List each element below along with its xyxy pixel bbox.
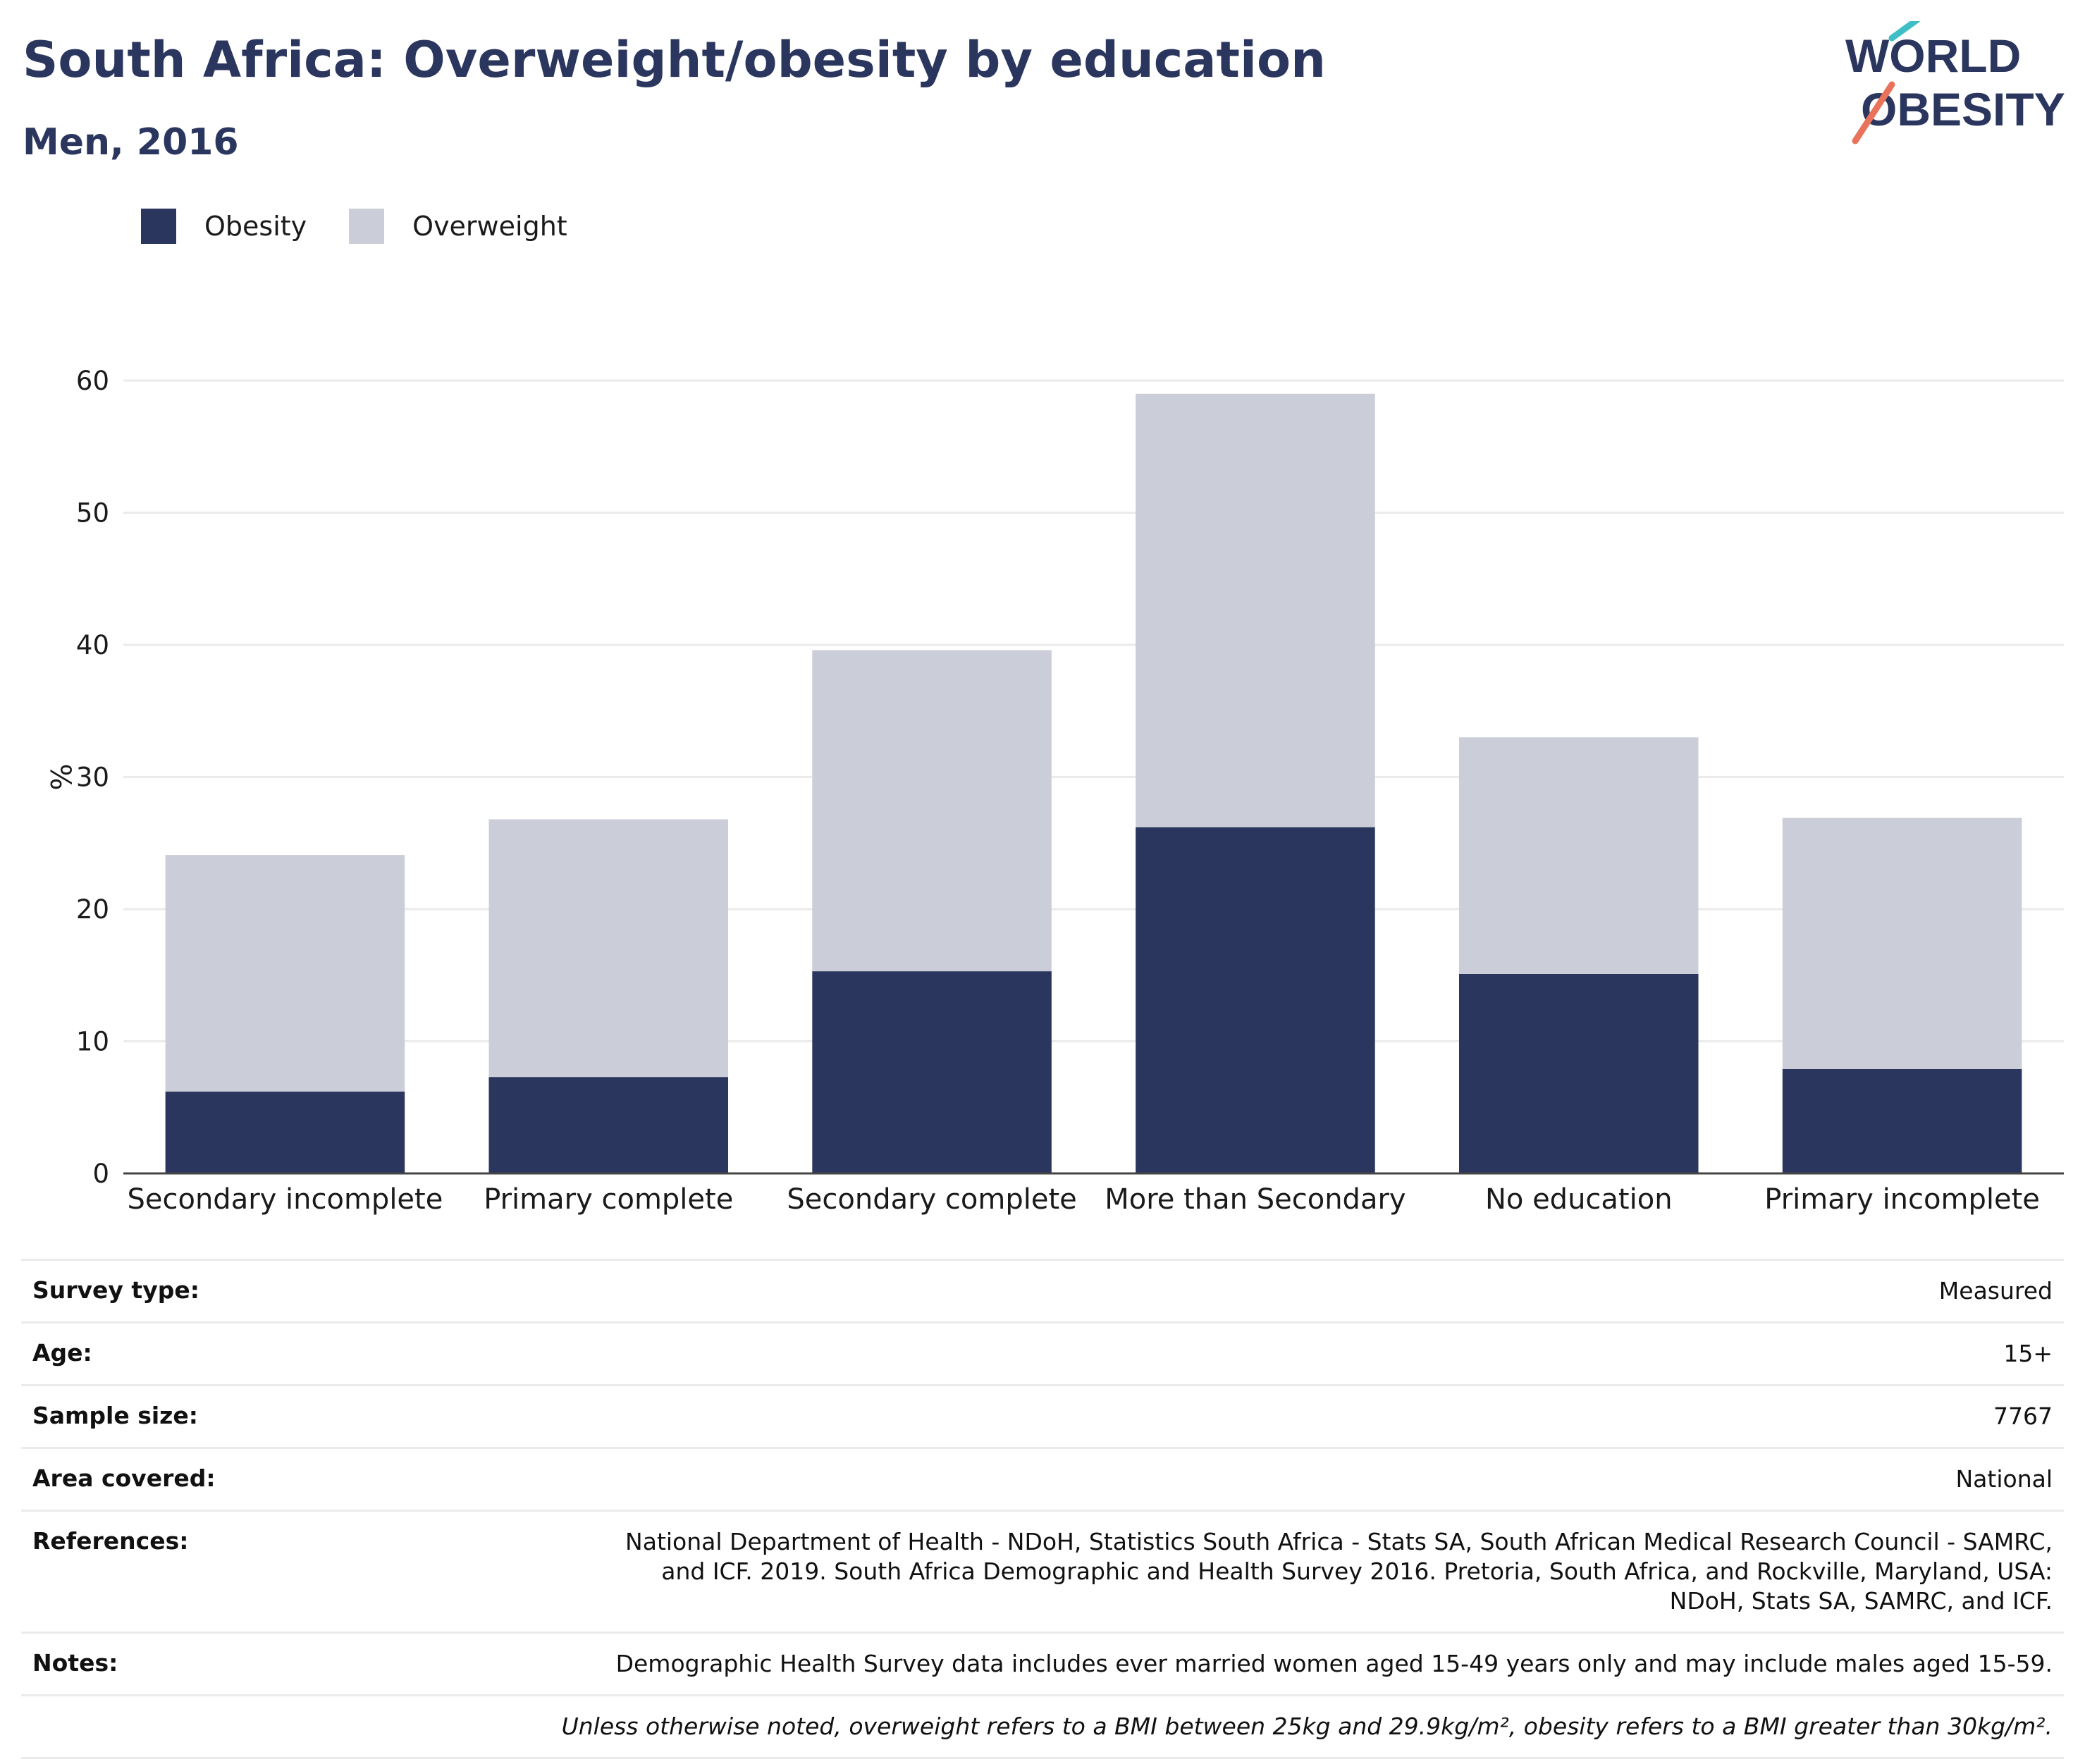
- legend-item-obesity[interactable]: Obesity: [141, 209, 307, 244]
- y-tick-label: 10: [76, 1027, 109, 1057]
- x-tick-label: More than Secondary: [1105, 1183, 1406, 1216]
- bar-obesity: [1782, 1068, 2022, 1173]
- y-tick-label: 40: [76, 630, 109, 660]
- bar-chart: 0 10 20 30 40 50 60% Secondary incomplete Primar…: [44, 366, 2064, 1216]
- logo-accent-teal: [1888, 21, 1921, 42]
- bar-overweight: [1782, 818, 2022, 1069]
- info-row-sample-size: Sample size: 7767: [21, 1386, 2064, 1449]
- logo-line1: WORLD: [1845, 30, 2021, 82]
- x-tick-label: Primary complete: [484, 1183, 733, 1216]
- legend-swatch-obesity: [141, 209, 176, 244]
- info-row-notes: Notes: Demographic Health Survey data in…: [21, 1634, 2064, 1696]
- info-row-area-covered: Area covered: National: [21, 1449, 2064, 1512]
- chart-subtitle: Men, 2016: [23, 121, 239, 164]
- info-value: 7767: [1993, 1402, 2053, 1430]
- info-value: Demographic Health Survey data includes …: [615, 1650, 2053, 1677]
- bmi-footnote: Unless otherwise noted, overweight refer…: [561, 1713, 2053, 1740]
- logo-accent-coral: [1852, 81, 1895, 144]
- y-tick-label: 50: [76, 498, 109, 529]
- bar-overweight: [812, 650, 1052, 972]
- info-value: National Department of Health - NDoH, St…: [625, 1528, 2053, 1615]
- info-value: Measured: [1938, 1277, 2053, 1305]
- y-tick-label: 30: [76, 763, 109, 793]
- bar-obesity: [812, 971, 1052, 1173]
- x-tick-label: Secondary incomplete: [127, 1183, 443, 1216]
- y-tick-label: 0: [92, 1159, 109, 1189]
- bar-obesity: [165, 1091, 405, 1173]
- bar-obesity: [488, 1077, 729, 1173]
- chart-legend: Obesity Overweight: [141, 209, 610, 244]
- bar-overweight: [488, 819, 729, 1078]
- legend-label-obesity: Obesity: [204, 211, 307, 242]
- world-obesity-logo: WORLD OBESITY: [1845, 21, 2065, 144]
- logo-line2: OBESITY: [1861, 83, 2065, 135]
- y-tick-label: 60: [76, 366, 109, 396]
- info-label: Age:: [32, 1339, 92, 1367]
- legend-item-overweight[interactable]: Overweight: [349, 209, 567, 244]
- bar-overweight: [165, 855, 405, 1092]
- y-axis-label: %: [44, 763, 76, 790]
- chart-title: South Africa: Overweight/obesity by educ…: [23, 31, 1326, 89]
- info-row-age: Age: 15+: [21, 1324, 2064, 1386]
- x-tick-label: No education: [1485, 1183, 1673, 1216]
- bar-obesity: [1136, 827, 1375, 1173]
- x-tick-label: Secondary complete: [787, 1183, 1076, 1216]
- legend-label-overweight: Overweight: [412, 211, 567, 242]
- info-label: References:: [32, 1527, 189, 1555]
- info-label: Survey type:: [32, 1276, 199, 1304]
- bar-overweight: [1458, 737, 1699, 974]
- bar-obesity: [1458, 973, 1699, 1173]
- x-tick-label: Primary incomplete: [1764, 1183, 2040, 1216]
- y-tick-label: 20: [76, 894, 109, 925]
- bar-overweight: [1136, 393, 1375, 827]
- legend-swatch-overweight: [349, 209, 385, 244]
- info-row-survey-type: Survey type: Measured: [21, 1261, 2064, 1324]
- info-row-references: References: National Department of Healt…: [21, 1512, 2064, 1634]
- info-label: Notes:: [32, 1649, 118, 1677]
- info-value: 15+: [2003, 1340, 2053, 1367]
- info-label: Sample size:: [32, 1402, 198, 1429]
- info-row-footnote: Unless otherwise noted, overweight refer…: [21, 1696, 2064, 1759]
- survey-info-table: Survey type: Measured Age: 15+ Sample si…: [21, 1259, 2064, 1759]
- info-value: National: [1955, 1465, 2053, 1493]
- info-label: Area covered:: [32, 1464, 216, 1492]
